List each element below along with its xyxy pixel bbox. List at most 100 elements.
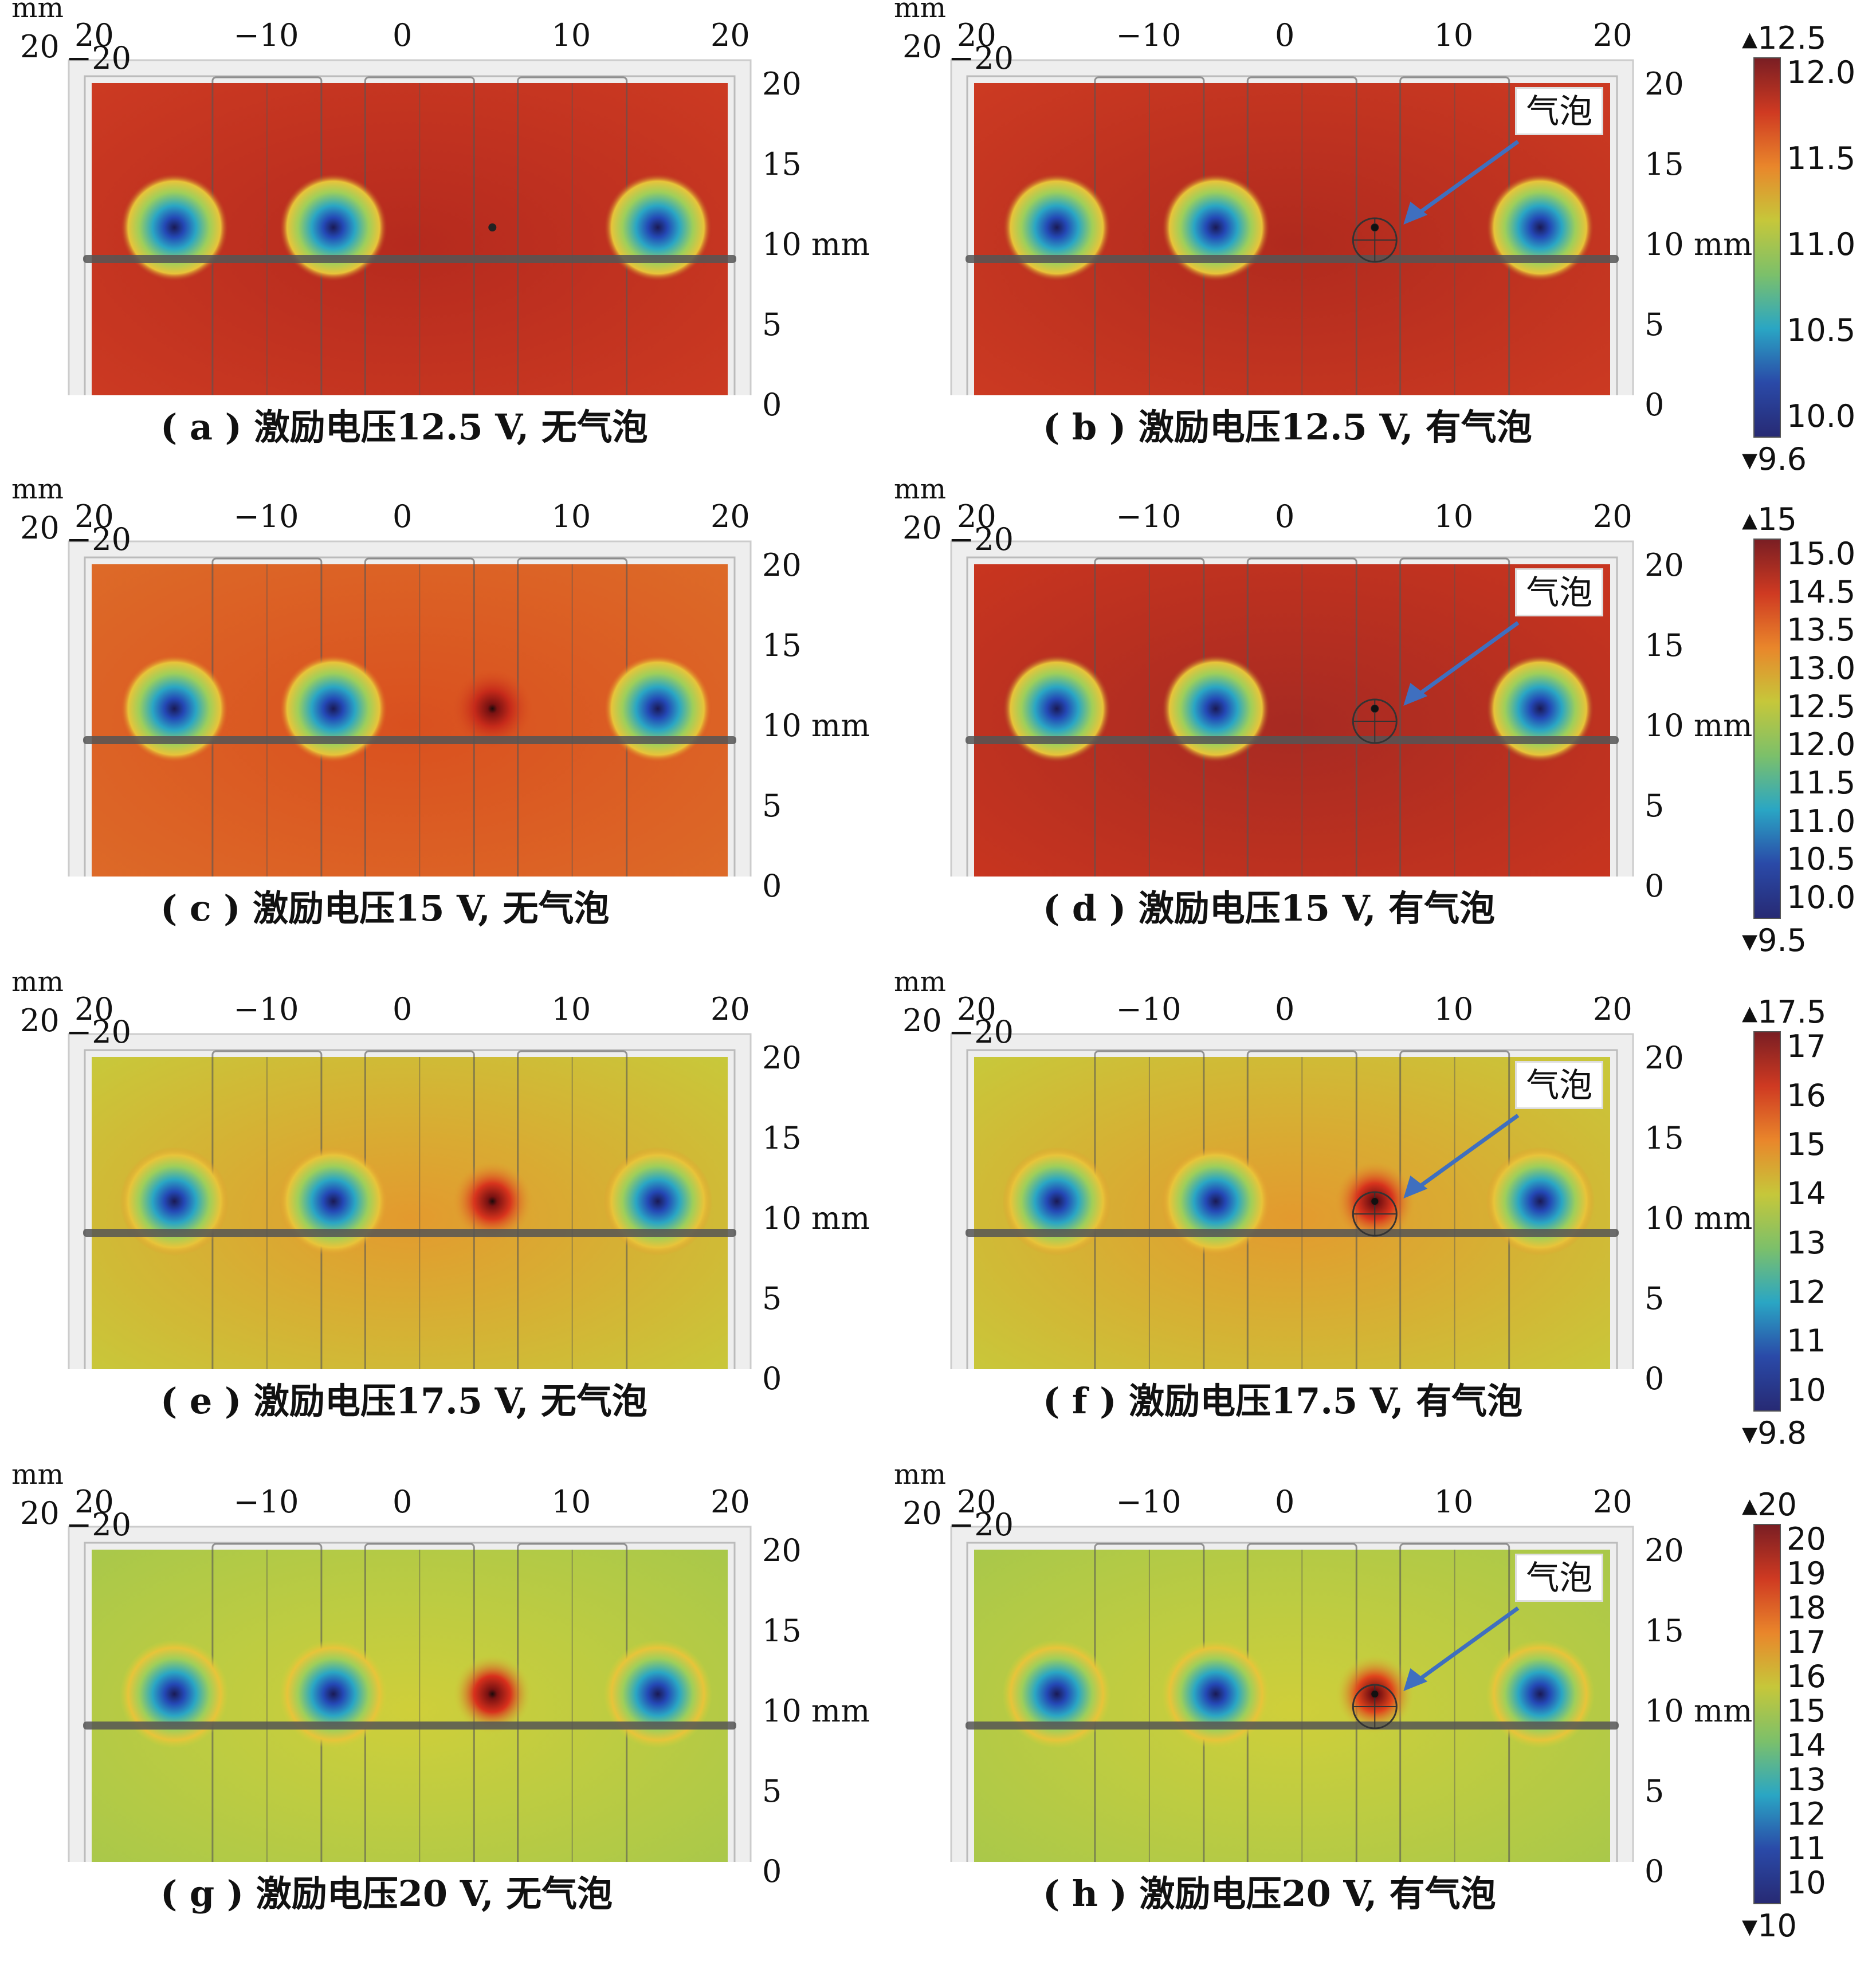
right-tick-label: 15 [762, 1613, 802, 1649]
corner-label: −20 [948, 521, 1014, 557]
corner-label: mm [11, 473, 64, 505]
colorbar-tick-label: 16 [1787, 1658, 1826, 1695]
right-tick-label: 0 [1645, 868, 1665, 904]
corner-label: mm [894, 1459, 947, 1491]
colorbar-tick-label: 13.5 [1787, 612, 1856, 649]
top-tick-label: 10 [1434, 1484, 1474, 1520]
cold-spot [278, 1640, 388, 1748]
panel-caption: ( a ) 激励电压12.5 V, 无气泡 [160, 406, 648, 448]
horizontal-rod [83, 255, 736, 263]
top-tick-label: 0 [1275, 991, 1295, 1027]
top-tick-label: 20 [1593, 498, 1632, 534]
corner-label: 20 [20, 1003, 60, 1039]
colorbar-tick-label: 20 [1787, 1521, 1826, 1557]
cold-spot [1485, 654, 1595, 763]
colorbar-tick-label: 10.5 [1787, 312, 1856, 348]
colorbar-tick-label: 19 [1787, 1555, 1826, 1591]
colorbar-tick-label: 10 [1787, 1865, 1826, 1901]
cold-spot [603, 1147, 712, 1256]
right-tick-label: 15 [762, 146, 802, 182]
corner-label: −20 [948, 40, 1014, 76]
colorbar-max: ▴20 [1742, 1487, 1797, 1523]
right-tick-label: 5 [762, 788, 782, 824]
colorbar: ▴17.5 17 16 15 14 13 12 11 10 ▾9.8 [1742, 994, 1868, 1449]
panel-caption: ( b ) 激励电压12.5 V, 有气泡 [1043, 406, 1532, 448]
colorbar-tick-label: 15 [1787, 1126, 1826, 1163]
top-tick-label: 10 [1434, 498, 1474, 534]
panel-h: 气泡 20 −10 0 10 20 mm 20 −20 20 15 10 mm 5 0( h ) 激励电压… [894, 1461, 1752, 1925]
corner-label: −20 [948, 1014, 1014, 1050]
cold-spot [1485, 173, 1595, 282]
colorbar-tick-label: 17 [1787, 1624, 1826, 1660]
corner-label: 20 [20, 29, 60, 65]
top-tick-label: 20 [1593, 17, 1632, 53]
cold-spot [1161, 654, 1270, 763]
corner-label: −20 [948, 1507, 1014, 1543]
horizontal-rod [83, 1229, 736, 1237]
top-tick-label: 20 [957, 1484, 996, 1520]
panel-d: 气泡 20 −10 0 10 20 mm 20 −20 20 15 10 mm 5 0( d ) 激励电压… [894, 475, 1752, 940]
top-tick-label: 20 [74, 498, 114, 534]
colorbar-gradient [1753, 1031, 1781, 1412]
cold-spot [1161, 173, 1270, 282]
right-tick-label: 0 [1645, 1361, 1665, 1397]
right-tick-label: 0 [762, 868, 782, 904]
colorbar-tick-label: 13 [1787, 1224, 1826, 1261]
colorbar-gradient [1753, 1524, 1781, 1904]
colorbar-max: ▴15 [1742, 501, 1797, 537]
colorbar-tick-label: 14.5 [1787, 573, 1856, 610]
colorbar-tick-label: 12.0 [1787, 54, 1856, 91]
panel-caption: ( c ) 激励电压15 V, 无气泡 [160, 887, 610, 929]
cold-spot [120, 1640, 229, 1748]
bubble-arrow [1414, 1114, 1520, 1192]
top-tick-label: 20 [1593, 1484, 1632, 1520]
colorbar-tick-label: 10.0 [1787, 398, 1856, 434]
hot-spot [452, 1161, 533, 1241]
cold-spot [278, 1147, 388, 1256]
cold-spot [278, 173, 388, 282]
top-tick-label: 20 [711, 498, 750, 534]
corner-label: mm [11, 966, 64, 998]
top-tick-label: 10 [1434, 991, 1474, 1027]
corner-label: −20 [66, 1014, 131, 1050]
cold-spot [1485, 1640, 1595, 1748]
bubble-label: 气泡 [1515, 1554, 1604, 1602]
cold-spot [603, 173, 712, 282]
top-tick-label: 20 [1593, 991, 1632, 1027]
cold-spot [603, 654, 712, 763]
corner-label: −20 [66, 40, 131, 76]
right-tick-label: 0 [1645, 1853, 1665, 1889]
horizontal-rod [83, 1722, 736, 1730]
top-tick-label: 0 [1275, 498, 1295, 534]
colorbar-gradient [1753, 539, 1781, 919]
right-tick-label: 15 [762, 627, 802, 663]
cold-spot [603, 1640, 712, 1748]
colorbar-tick-label: 14 [1787, 1727, 1826, 1763]
right-tick-label: 20 [1645, 1040, 1684, 1076]
top-tick-label: 0 [1275, 1484, 1295, 1520]
right-tick-label: 20 [762, 1532, 802, 1569]
top-tick-label: 20 [957, 17, 996, 53]
colorbar-tick-label: 11.0 [1787, 226, 1856, 262]
top-tick-label: −10 [1116, 17, 1182, 53]
top-tick-label: 10 [551, 17, 591, 53]
cold-spot [120, 654, 229, 763]
right-tick-label: 10 mm [762, 1693, 870, 1729]
horizontal-rod [966, 255, 1619, 263]
right-tick-label: 15 [762, 1120, 802, 1156]
bubble-arrow [1414, 1606, 1520, 1684]
colorbar-max: ▴17.5 [1742, 994, 1827, 1030]
panel-caption: ( h ) 激励电压20 V, 有气泡 [1043, 1873, 1496, 1915]
field-plot [950, 1526, 1634, 1862]
right-tick-label: 20 [762, 1040, 802, 1076]
right-tick-label: 10 mm [762, 1200, 870, 1236]
panel-caption: ( f ) 激励电压17.5 V, 有气泡 [1043, 1380, 1523, 1422]
colorbar-tick-label: 10.5 [1787, 841, 1856, 878]
colorbar-min: ▾9.8 [1742, 1415, 1807, 1451]
panel-b: 气泡 20 −10 0 10 20 mm 20 −20 20 15 10 mm 5 0( b ) 激励电压… [894, 0, 1752, 458]
right-tick-label: 15 [1645, 146, 1684, 182]
colorbar: ▴15 15.0 14.5 13.5 13.0 12.5 12.0 11.5 11.0 10.5 1… [1742, 501, 1868, 956]
colorbar-tick-label: 12 [1787, 1796, 1826, 1832]
colorbar-tick-label: 11.5 [1787, 140, 1856, 176]
colorbar-tick-label: 17 [1787, 1028, 1826, 1064]
